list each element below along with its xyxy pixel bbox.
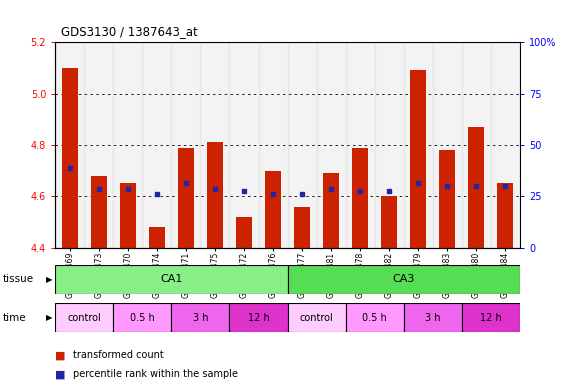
Bar	[55, 265, 288, 294]
Text: ■: ■	[55, 369, 66, 379]
Text: 12 h: 12 h	[480, 313, 502, 323]
Bar	[113, 42, 142, 248]
Bar	[439, 150, 456, 248]
Bar	[265, 170, 281, 248]
Bar	[491, 42, 520, 248]
Bar	[468, 127, 485, 248]
Bar	[410, 71, 426, 248]
Bar	[55, 303, 113, 332]
Text: CA1: CA1	[160, 274, 182, 285]
Bar	[433, 42, 462, 248]
Text: control: control	[300, 313, 333, 323]
Bar	[346, 303, 404, 332]
Bar	[462, 303, 520, 332]
Bar	[317, 42, 346, 248]
Text: 0.5 h: 0.5 h	[130, 313, 155, 323]
Bar	[120, 184, 136, 248]
Bar	[381, 196, 397, 248]
Text: 3 h: 3 h	[425, 313, 440, 323]
Text: 3 h: 3 h	[193, 313, 208, 323]
Bar	[113, 303, 171, 332]
Bar	[259, 42, 288, 248]
Text: 0.5 h: 0.5 h	[363, 313, 387, 323]
Text: tissue: tissue	[3, 274, 34, 285]
Bar	[149, 227, 165, 248]
Bar	[229, 303, 288, 332]
Bar	[178, 147, 194, 248]
Bar	[84, 42, 113, 248]
Bar	[404, 42, 433, 248]
Bar	[91, 176, 107, 248]
Bar	[171, 303, 229, 332]
Text: time: time	[3, 313, 27, 323]
Bar	[55, 42, 84, 248]
Bar	[352, 147, 368, 248]
Bar	[229, 42, 259, 248]
Bar	[142, 42, 171, 248]
Bar	[375, 42, 404, 248]
Text: CA3: CA3	[393, 274, 415, 285]
Text: GDS3130 / 1387643_at: GDS3130 / 1387643_at	[61, 25, 198, 38]
Text: 12 h: 12 h	[248, 313, 270, 323]
Text: ■: ■	[55, 350, 66, 360]
Text: transformed count: transformed count	[73, 350, 163, 360]
Bar	[288, 265, 520, 294]
Bar	[404, 303, 462, 332]
Bar	[288, 42, 317, 248]
Bar	[62, 68, 78, 248]
Bar	[294, 207, 310, 248]
Text: ▶: ▶	[46, 275, 52, 284]
Bar	[323, 173, 339, 248]
Bar	[207, 142, 223, 248]
Bar	[200, 42, 229, 248]
Bar	[236, 217, 252, 248]
Text: percentile rank within the sample: percentile rank within the sample	[73, 369, 238, 379]
Text: control: control	[67, 313, 101, 323]
Bar	[288, 303, 346, 332]
Bar	[497, 184, 514, 248]
Bar	[346, 42, 375, 248]
Bar	[171, 42, 200, 248]
Bar	[462, 42, 491, 248]
Text: ▶: ▶	[46, 313, 52, 322]
